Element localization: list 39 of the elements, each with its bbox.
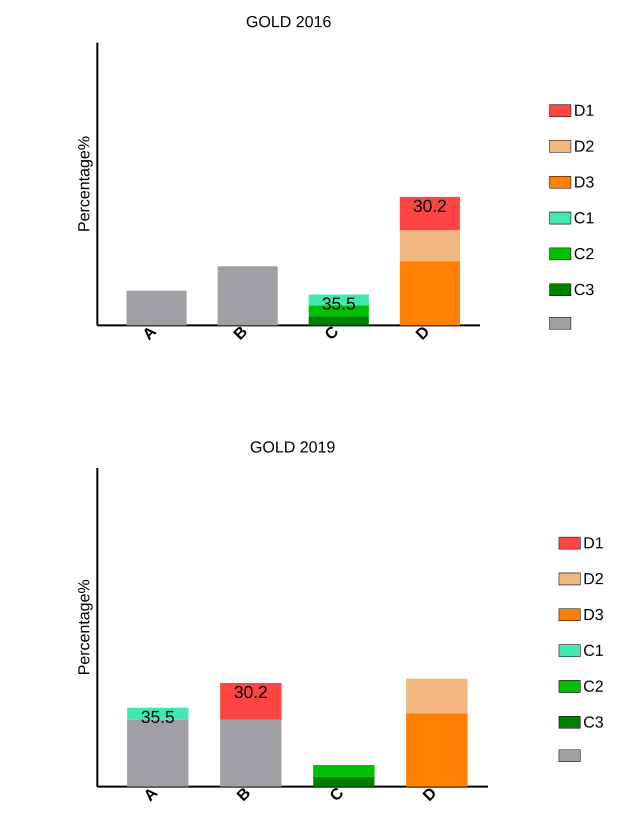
bar: [313, 776, 375, 787]
legend-label: C1: [584, 644, 603, 656]
bar: [400, 230, 460, 262]
x-tick-label: C: [326, 326, 338, 338]
x-tick-label: D: [422, 788, 435, 802]
legend-label: D3: [575, 176, 594, 188]
legend-label: C3: [574, 284, 594, 296]
chart-title: GOLD 2016: [246, 16, 331, 28]
x-tick-label: B: [233, 326, 246, 340]
legend-label: D2: [584, 573, 603, 584]
x-tick-label: A: [144, 328, 157, 340]
legend-label: D2: [575, 140, 594, 152]
bar: [126, 290, 187, 326]
legend-label: C3: [584, 716, 603, 728]
legend-label: C2: [584, 680, 603, 692]
legend-label: C1: [574, 212, 594, 224]
x-tick-label: D: [415, 327, 428, 340]
chart-title: GOLD 2019: [250, 441, 335, 453]
bar: [218, 266, 278, 326]
y-axis-title: Percentage%: [78, 580, 93, 674]
bar: [406, 713, 468, 787]
x-tick-label: A: [146, 789, 158, 802]
bar: [308, 316, 369, 326]
legend-label: D1: [584, 537, 603, 548]
annotation: 30.2: [414, 200, 446, 212]
bar: [406, 678, 468, 714]
x-tick-label: C: [330, 788, 342, 800]
y-axis-title: Percentage%: [78, 136, 93, 231]
legend-label: D1: [575, 104, 594, 116]
bar: [400, 261, 460, 326]
bar: [220, 720, 282, 787]
x-tick-label: B: [236, 788, 250, 802]
annotation: 30.2: [234, 686, 267, 698]
legend-label: C2: [574, 248, 594, 260]
bar: [220, 682, 282, 720]
annotation: 35.5: [142, 710, 174, 724]
bar: [400, 196, 460, 230]
bar: [313, 765, 375, 777]
legend-label: D3: [584, 608, 603, 620]
